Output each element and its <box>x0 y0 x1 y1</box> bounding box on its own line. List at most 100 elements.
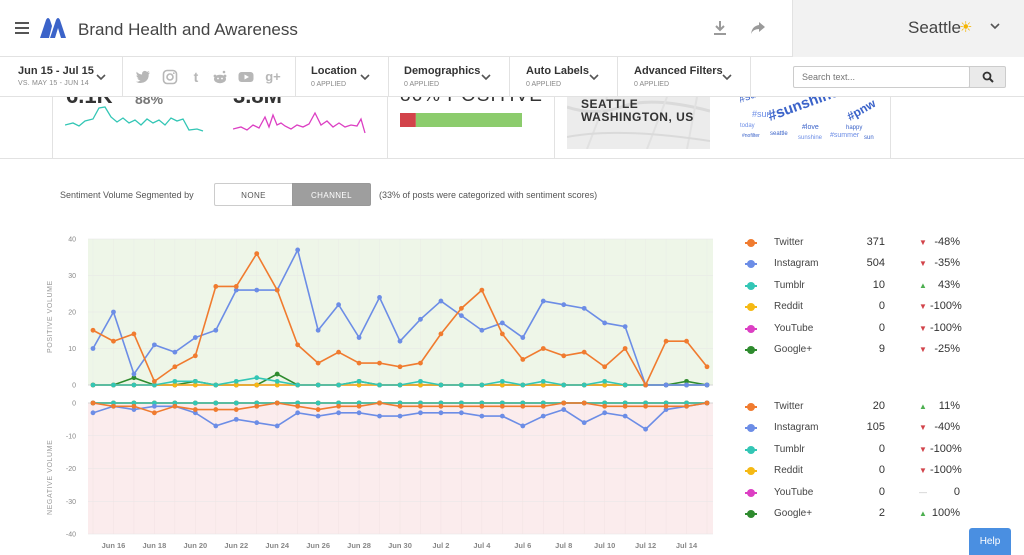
cloud-word: sunshine <box>798 135 823 141</box>
hamburger-menu-icon[interactable] <box>15 22 29 34</box>
chevron-down-icon[interactable] <box>359 71 371 83</box>
date-range[interactable]: Jun 15 - Jul 15 <box>18 65 94 77</box>
data-point <box>397 338 403 344</box>
data-point <box>90 346 96 351</box>
map-icon <box>566 97 711 150</box>
segment-channel-button[interactable]: CHANNEL <box>292 183 371 206</box>
chevron-down-icon[interactable] <box>989 20 1001 32</box>
data-point <box>254 251 260 256</box>
location-filter[interactable]: Location <box>311 65 357 77</box>
legend-row-twitter[interactable]: Twitter 20 ▲ 11% <box>745 398 975 419</box>
reach-number: 3.8M <box>233 97 282 109</box>
sentiment-bar <box>400 113 522 127</box>
data-point <box>254 420 260 426</box>
data-point <box>192 382 198 388</box>
instagram-icon[interactable] <box>162 69 178 85</box>
legend-count: 2 <box>878 506 885 519</box>
chevron-down-icon[interactable] <box>588 71 600 83</box>
trend-down-icon: ▼ <box>919 302 927 312</box>
legend-name: Twitter <box>774 401 804 412</box>
data-point <box>274 378 280 384</box>
data-point <box>438 382 444 388</box>
y-tick-label: 20 <box>68 310 76 317</box>
cloud-word: #love <box>802 124 819 131</box>
data-point <box>274 400 280 406</box>
demographics-filter-count: 0 APPLIED <box>404 81 440 88</box>
download-icon[interactable] <box>710 18 730 38</box>
chevron-down-icon[interactable] <box>480 71 492 83</box>
legend-change: 43% <box>937 278 960 291</box>
data-point <box>131 403 137 409</box>
demographics-filter[interactable]: Demographics <box>404 65 481 77</box>
chevron-down-icon[interactable] <box>721 71 733 83</box>
negative-bar-segment <box>400 113 416 127</box>
x-tick-label: Jun 18 <box>143 541 167 550</box>
volume-sparkline <box>65 106 204 132</box>
legend-row-google-plus[interactable]: Google+ 2 ▲ 100% <box>745 505 975 526</box>
trend-down-icon: ▼ <box>919 344 927 354</box>
data-point <box>499 320 505 326</box>
data-point <box>90 410 96 416</box>
legend-count: 9 <box>878 342 885 355</box>
data-point <box>520 335 526 340</box>
data-point <box>459 305 464 311</box>
cloud-word: #sunshine <box>766 97 842 125</box>
data-point <box>192 335 198 340</box>
legend-row-youtube[interactable]: YouTube 0 — 0 <box>745 484 975 505</box>
youtube-icon[interactable] <box>238 69 254 85</box>
trend-down-icon: ▼ <box>919 259 927 269</box>
legend-row-reddit[interactable]: Reddit 0 ▼ -100% <box>745 462 975 483</box>
legend-count: 0 <box>878 321 885 334</box>
x-tick-label: Jun 16 <box>102 541 126 550</box>
legend-name: Tumblr <box>774 443 805 455</box>
legend-row-youtube[interactable]: YouTube 0 ▼ -100% <box>745 320 975 341</box>
segment-none-button[interactable]: NONE <box>214 183 293 206</box>
reddit-icon[interactable] <box>212 69 228 85</box>
legend-row-tumblr[interactable]: Tumblr 10 ▲ 43% <box>745 277 975 298</box>
advanced-filters-count: 0 APPLIED <box>634 81 670 88</box>
twitter-icon[interactable] <box>135 69 151 85</box>
legend-name: YouTube <box>774 486 814 498</box>
data-point <box>111 338 116 344</box>
data-point <box>90 327 96 333</box>
map-region: WASHINGTON, US <box>581 110 694 124</box>
y-tick-label: 40 <box>68 237 76 244</box>
data-point <box>356 360 362 366</box>
x-tick-label: Jul 2 <box>432 541 449 550</box>
legend-row-reddit[interactable]: Reddit 0 ▼ -100% <box>745 298 975 319</box>
legend-marker <box>747 239 755 247</box>
chevron-down-icon[interactable] <box>95 71 107 83</box>
data-point <box>418 360 423 366</box>
data-point <box>704 400 710 406</box>
data-point <box>438 410 444 416</box>
data-point <box>499 413 505 419</box>
legend-row-instagram[interactable]: Instagram 105 ▼ -40% <box>745 419 975 440</box>
city-selector[interactable]: Seattle ☀ <box>792 0 1024 57</box>
data-point <box>295 403 301 409</box>
search-button[interactable] <box>969 66 1006 88</box>
legend-row-google-plus[interactable]: Google+ 9 ▼ -25% <box>745 341 975 362</box>
advanced-filters[interactable]: Advanced Filters <box>634 65 723 77</box>
data-point <box>233 400 239 406</box>
auto-labels-filter[interactable]: Auto Labels <box>526 65 589 77</box>
data-point <box>397 364 403 370</box>
data-point <box>377 382 382 388</box>
legend-row-tumblr[interactable]: Tumblr 0 ▼ -100% <box>745 441 975 462</box>
x-tick-label: Jun 28 <box>347 541 371 550</box>
data-point <box>377 360 382 366</box>
data-point <box>581 349 587 355</box>
legend-row-instagram[interactable]: Instagram 504 ▼ -35% <box>745 255 975 276</box>
tumblr-icon[interactable]: t <box>193 69 199 85</box>
legend-row-twitter[interactable]: Twitter 371 ▼ -48% <box>745 234 975 255</box>
help-button[interactable]: Help <box>969 528 1011 555</box>
share-icon[interactable] <box>748 18 768 38</box>
google-plus-icon[interactable]: g+ <box>265 69 281 84</box>
data-point <box>172 349 178 355</box>
search-input[interactable] <box>793 66 970 88</box>
data-point <box>356 403 362 409</box>
data-point <box>315 413 321 419</box>
map-city: SEATTLE <box>581 97 639 111</box>
x-tick-label: Jul 4 <box>473 541 491 550</box>
legend-marker <box>747 281 755 290</box>
y-tick-label: -40 <box>66 532 76 539</box>
